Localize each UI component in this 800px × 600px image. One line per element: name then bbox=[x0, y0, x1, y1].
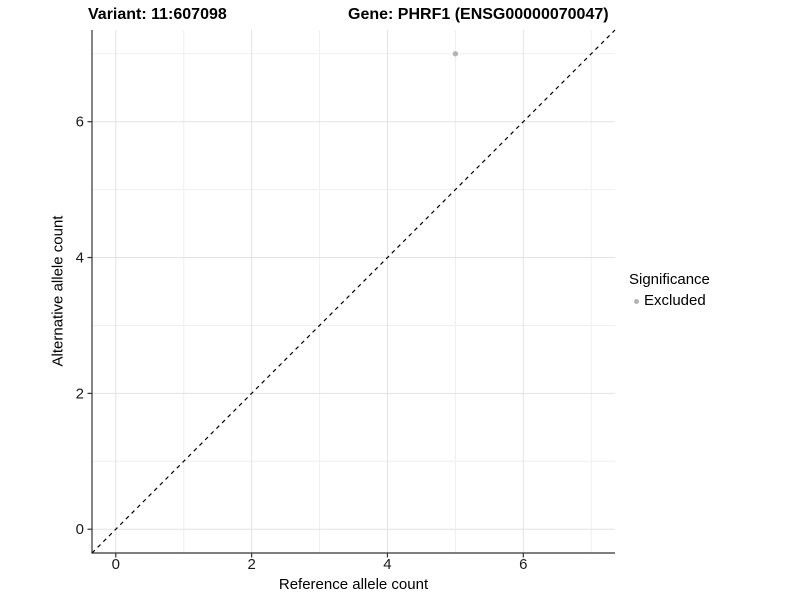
x-tick-label: 2 bbox=[247, 556, 255, 573]
x-axis-title: Reference allele count bbox=[278, 576, 429, 593]
data-point bbox=[452, 51, 459, 57]
x-tick-label: 0 bbox=[112, 556, 120, 573]
legend: Significance Excluded bbox=[629, 271, 710, 310]
y-tick-label: 4 bbox=[76, 250, 84, 267]
legend-item-label: Excluded bbox=[644, 292, 706, 309]
plot-title-gene: Gene: PHRF1 (ENSG00000070047) bbox=[348, 6, 609, 23]
y-tick-label: 2 bbox=[76, 385, 84, 402]
x-tick-label: 4 bbox=[383, 556, 391, 573]
identity-line bbox=[91, 29, 616, 554]
x-tick-label: 6 bbox=[519, 556, 527, 573]
legend-item-excluded: Excluded bbox=[629, 292, 710, 310]
y-tick-label: 0 bbox=[76, 521, 84, 538]
y-tick-label: 6 bbox=[76, 114, 84, 131]
y-axis-title: Alternative allele count bbox=[49, 215, 67, 367]
legend-title: Significance bbox=[629, 271, 710, 288]
plot-title-variant: Variant: 11:607098 bbox=[88, 6, 227, 23]
legend-point-marker bbox=[634, 298, 639, 304]
